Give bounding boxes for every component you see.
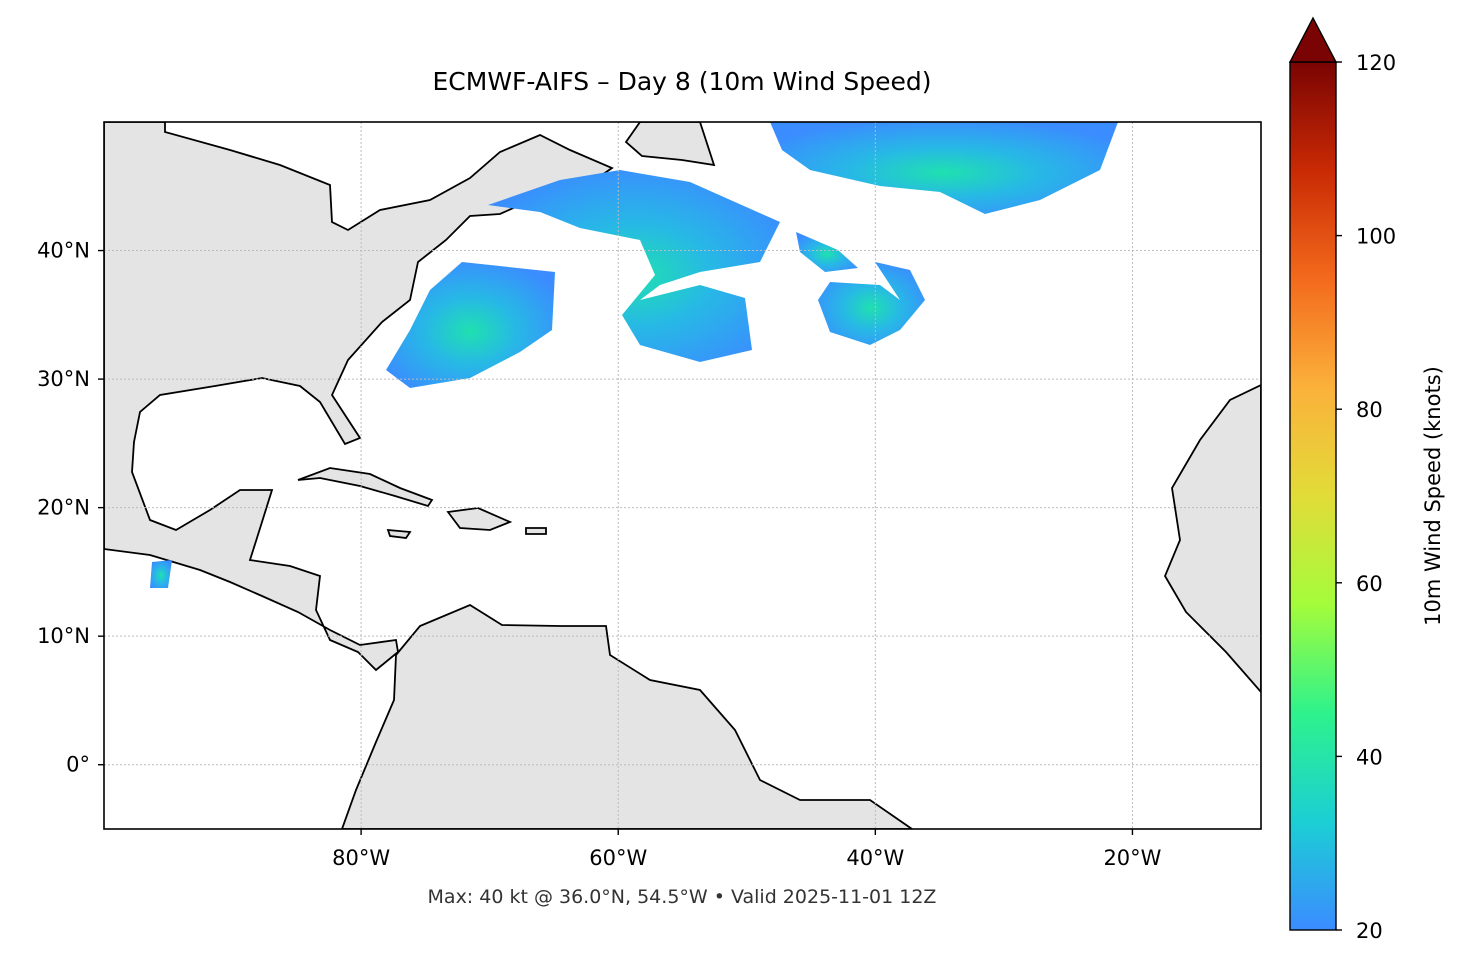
- y-tick-label: 30°N: [37, 367, 90, 391]
- colorbar-tick-label: 60: [1356, 572, 1383, 596]
- hispaniola: [446, 507, 513, 531]
- colorbar-tick-label: 20: [1356, 919, 1383, 943]
- land: [104, 122, 1261, 829]
- puerto-rico: [525, 527, 547, 535]
- cuba: [297, 467, 434, 508]
- colorbar-tick-label: 100: [1356, 225, 1396, 249]
- colorbar-extend: [1288, 16, 1338, 63]
- x-tick-label: 80°W: [332, 846, 390, 870]
- map-frame: [103, 121, 1262, 830]
- wind-area: [818, 262, 925, 345]
- map: [104, 122, 1261, 829]
- x-tick-label: 60°W: [589, 846, 647, 870]
- colorbar-tick-label: 80: [1356, 398, 1383, 422]
- chart-title: ECMWF-AIFS – Day 8 (10m Wind Speed): [433, 67, 932, 96]
- wind-area: [386, 262, 555, 388]
- south-america: [341, 603, 914, 829]
- jamaica: [386, 528, 412, 539]
- colorbar-fill: [1289, 61, 1337, 931]
- colorbar-tick-label: 120: [1356, 51, 1396, 75]
- y-tick-label: 0°: [66, 753, 90, 777]
- grid: [104, 122, 1261, 829]
- colorbar-label: 10m Wind Speed (knots): [1421, 366, 1445, 626]
- y-tick-label: 20°N: [37, 496, 90, 520]
- wind-area: [488, 170, 780, 362]
- wind-area: [770, 122, 1118, 214]
- wind-area: [150, 560, 172, 588]
- wind-field: [150, 122, 1118, 588]
- footnote: Max: 40 kt @ 36.0°N, 54.5°W • Valid 2025…: [428, 886, 937, 908]
- x-tick-label: 40°W: [846, 846, 904, 870]
- wind-area: [796, 232, 858, 272]
- y-tick-label: 10°N: [37, 624, 90, 648]
- y-tick-label: 40°N: [37, 239, 90, 263]
- colorbar: 20 40 60 80 100 120: [1288, 16, 1396, 943]
- greenland: [624, 122, 716, 167]
- africa: [1163, 384, 1261, 694]
- colorbar-tick-label: 40: [1356, 745, 1383, 769]
- north-central-america: [104, 122, 614, 672]
- x-tick-label: 20°W: [1103, 846, 1161, 870]
